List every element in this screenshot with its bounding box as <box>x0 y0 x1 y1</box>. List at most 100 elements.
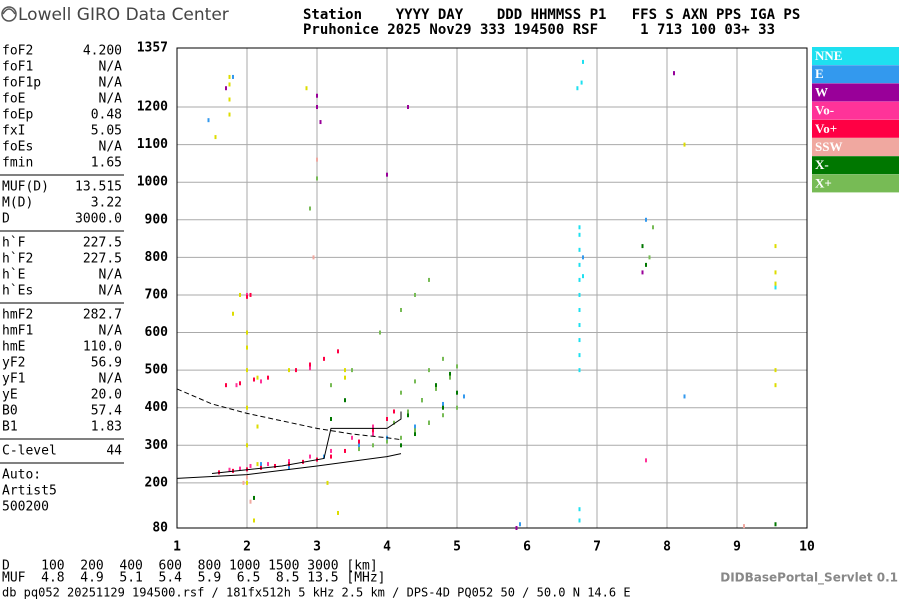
point <box>442 405 444 410</box>
trace <box>176 453 402 479</box>
point <box>232 74 234 79</box>
point <box>578 353 581 358</box>
point <box>578 292 581 297</box>
point <box>652 225 654 230</box>
point <box>578 225 581 230</box>
point <box>239 466 241 471</box>
point <box>225 383 227 388</box>
param-value: N/A <box>99 284 123 299</box>
legend-swatch <box>812 138 899 156</box>
point <box>246 330 248 335</box>
point <box>379 330 381 335</box>
point <box>442 413 444 418</box>
param-label: C-level <box>2 444 57 459</box>
param-value: 0.48 <box>91 108 122 123</box>
point <box>435 386 437 391</box>
point <box>358 439 360 444</box>
point <box>235 383 238 388</box>
point <box>774 522 777 527</box>
param-label: yF1 <box>2 372 25 387</box>
point <box>249 463 252 468</box>
y-tick-label: 1200 <box>137 100 168 115</box>
x-tick-label: 7 <box>593 540 601 555</box>
y-tick-label: 700 <box>145 287 169 302</box>
point <box>288 462 290 467</box>
point <box>344 398 346 403</box>
param-label: Auto: <box>2 468 41 483</box>
point <box>578 368 581 373</box>
point <box>288 368 290 373</box>
param-value: 227.5 <box>83 236 122 251</box>
legend-swatch <box>812 174 899 193</box>
param-label: h`E <box>2 268 25 283</box>
point <box>435 383 437 388</box>
point <box>358 447 360 452</box>
logo-text: Lowell GIRO Data Center <box>18 5 229 25</box>
point <box>400 435 402 440</box>
x-tick-label: 2 <box>243 540 251 555</box>
point <box>645 217 647 222</box>
param-label: fmin <box>2 156 33 171</box>
trace <box>211 411 402 474</box>
param-label: yE <box>2 388 18 403</box>
point <box>407 105 409 110</box>
point <box>578 247 581 252</box>
param-value: 13.515 <box>75 180 122 195</box>
point <box>344 448 346 453</box>
point <box>337 510 339 515</box>
param-value: 3.22 <box>91 196 122 211</box>
point <box>253 377 255 382</box>
point <box>309 366 311 371</box>
point <box>309 362 311 367</box>
legend-swatch <box>812 65 899 84</box>
point <box>316 93 318 98</box>
point <box>578 232 581 237</box>
param-value: N/A <box>99 372 123 387</box>
point <box>582 274 584 279</box>
y-tick-label: 200 <box>145 475 169 490</box>
header-line: Station YYYY DAY DDD HHMMSS P1 FFS S AXN… <box>303 7 800 23</box>
point <box>309 454 311 459</box>
legend-label: SSW <box>815 139 842 154</box>
point <box>578 262 581 267</box>
point <box>774 281 777 286</box>
param-label: foEp <box>2 108 33 123</box>
point <box>576 86 579 91</box>
point <box>648 255 651 260</box>
point <box>414 424 416 429</box>
point <box>578 507 581 512</box>
param-value: N/A <box>99 268 123 283</box>
point <box>456 364 458 369</box>
point <box>309 206 311 211</box>
param-label: D <box>2 212 10 227</box>
point <box>400 390 402 395</box>
param-label: yF2 <box>2 356 25 371</box>
param-value: 3000.0 <box>75 212 122 227</box>
point <box>449 371 451 376</box>
x-tick-label: 9 <box>733 540 741 555</box>
point <box>428 420 430 425</box>
param-label: foF2 <box>2 44 33 59</box>
x-tick-label: 4 <box>383 540 391 555</box>
point <box>393 409 395 414</box>
legend-label: W <box>815 84 828 99</box>
point <box>228 74 231 79</box>
param-label: foF1 <box>2 60 33 75</box>
point <box>246 294 248 299</box>
point <box>386 416 388 421</box>
point <box>515 526 518 530</box>
point <box>253 495 255 500</box>
point <box>288 459 290 464</box>
point <box>256 462 259 467</box>
point <box>330 454 332 459</box>
param-value: 5.05 <box>91 124 122 139</box>
footer-db: db pq052 20251129 194500.rsf / 181fx512h… <box>2 586 631 600</box>
point <box>449 375 451 380</box>
y-tick-label: 1100 <box>137 137 168 152</box>
point <box>330 383 332 388</box>
point <box>645 458 647 463</box>
legend-label: Vo- <box>815 103 834 118</box>
param-label: 500200 <box>2 500 49 515</box>
point <box>249 499 252 504</box>
